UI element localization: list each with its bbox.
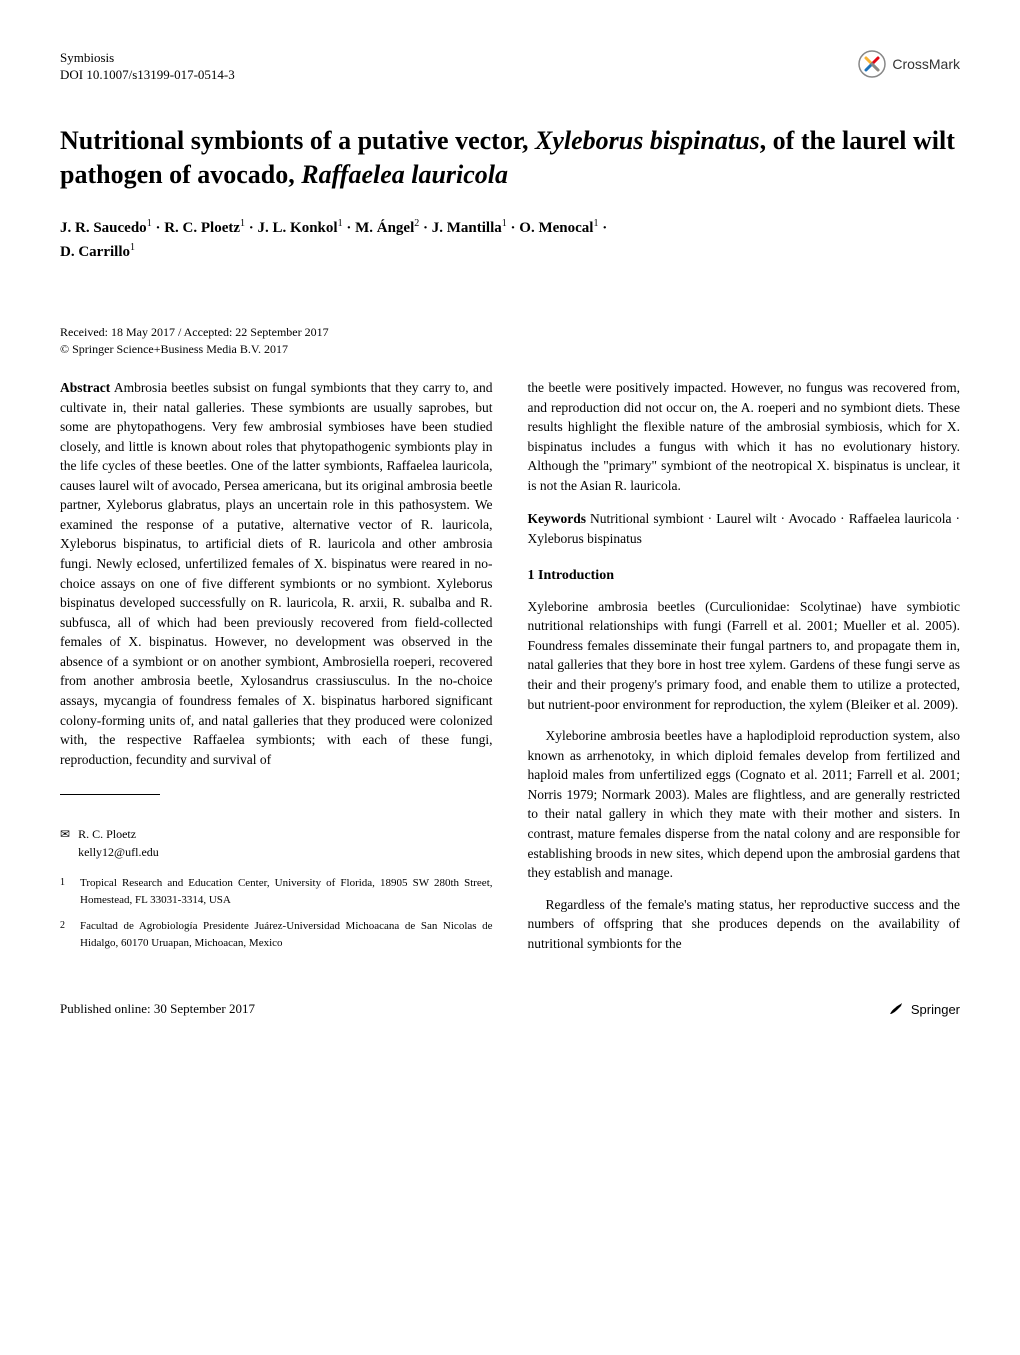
authors-block: J. R. Saucedo1 · R. C. Ploetz1 · J. L. K…: [60, 216, 960, 264]
springer-logo: Springer: [887, 1000, 960, 1018]
received-date: Received: 18 May 2017 / Accepted: 22 Sep…: [60, 324, 960, 341]
journal-name: Symbiosis: [60, 50, 235, 67]
keywords-block: Keywords Nutritional symbiont · Laurel w…: [528, 509, 961, 548]
author-7-affil: 1: [130, 242, 135, 253]
crossmark-label: CrossMark: [892, 56, 960, 72]
affiliation-2: 2 Facultad de Agrobiología Presidente Ju…: [60, 918, 493, 951]
abstract-continuation: the beetle were positively impacted. How…: [528, 378, 961, 495]
author-2: R. C. Ploetz: [164, 220, 240, 236]
left-column: Abstract Ambrosia beetles subsist on fun…: [60, 378, 493, 965]
springer-horse-icon: [887, 1000, 905, 1018]
page-footer: Published online: 30 September 2017 Spri…: [60, 1000, 960, 1018]
affil-2-text: Facultad de Agrobiología Presidente Juár…: [80, 918, 493, 951]
keywords-label: Keywords: [528, 511, 587, 526]
title-italic2: Raffaelea lauricola: [301, 160, 508, 189]
article-title: Nutritional symbionts of a putative vect…: [60, 124, 960, 192]
page-header: Symbiosis DOI 10.1007/s13199-017-0514-3 …: [60, 50, 960, 84]
author-1: J. R. Saucedo: [60, 220, 147, 236]
dot: ·: [419, 220, 432, 236]
author-3: J. L. Konkol: [258, 220, 338, 236]
keywords-text: Nutritional symbiont · Laurel wilt · Avo…: [528, 511, 961, 546]
doi: DOI 10.1007/s13199-017-0514-3: [60, 67, 235, 84]
abstract-text: Ambrosia beetles subsist on fungal symbi…: [60, 380, 493, 767]
author-7: D. Carrillo: [60, 244, 130, 260]
affil-1-text: Tropical Research and Education Center, …: [80, 875, 493, 908]
crossmark-icon: [858, 50, 886, 78]
author-4: M. Ángel: [355, 220, 414, 236]
corresponding-author: ✉ R. C. Ploetz kelly12@ufl.edu: [60, 825, 493, 861]
intro-paragraph-2: Xyleborine ambrosia beetles have a haplo…: [528, 726, 961, 883]
section-1-heading: 1 Introduction: [528, 566, 961, 586]
dates-block: Received: 18 May 2017 / Accepted: 22 Sep…: [60, 324, 960, 358]
abstract-paragraph: Abstract Ambrosia beetles subsist on fun…: [60, 378, 493, 769]
dot: ·: [598, 220, 607, 236]
published-online: Published online: 30 September 2017: [60, 1001, 255, 1017]
affiliation-1: 1 Tropical Research and Education Center…: [60, 875, 493, 908]
affil-1-num: 1: [60, 875, 68, 908]
intro-paragraph-1: Xyleborine ambrosia beetles (Curculionid…: [528, 597, 961, 714]
title-part1: Nutritional symbionts of a putative vect…: [60, 126, 535, 155]
author-6: O. Menocal: [519, 220, 593, 236]
corr-author-email: kelly12@ufl.edu: [78, 843, 159, 861]
corr-author-name: R. C. Ploetz: [78, 825, 159, 843]
correspondence-block: ✉ R. C. Ploetz kelly12@ufl.edu 1 Tropica…: [60, 825, 493, 951]
affiliations-list: 1 Tropical Research and Education Center…: [60, 875, 493, 951]
abstract-label: Abstract: [60, 380, 110, 395]
intro-paragraph-3: Regardless of the female's mating status…: [528, 895, 961, 954]
author-5: J. Mantilla: [432, 220, 502, 236]
dot: ·: [245, 220, 258, 236]
content-columns: Abstract Ambrosia beetles subsist on fun…: [60, 378, 960, 965]
dot: ·: [343, 220, 356, 236]
envelope-icon: ✉: [60, 825, 70, 861]
copyright: © Springer Science+Business Media B.V. 2…: [60, 341, 960, 358]
springer-text: Springer: [911, 1002, 960, 1017]
affil-2-num: 2: [60, 918, 68, 951]
crossmark-badge[interactable]: CrossMark: [858, 50, 960, 78]
dot: ·: [152, 220, 165, 236]
divider: [60, 794, 160, 795]
right-column: the beetle were positively impacted. How…: [528, 378, 961, 965]
journal-info: Symbiosis DOI 10.1007/s13199-017-0514-3: [60, 50, 235, 84]
title-italic1: Xyleborus bispinatus: [535, 126, 760, 155]
dot: ·: [507, 220, 520, 236]
